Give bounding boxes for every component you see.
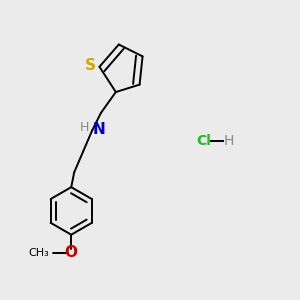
Text: Cl: Cl: [196, 134, 211, 148]
Text: O: O: [65, 245, 78, 260]
Text: H: H: [224, 134, 234, 148]
Text: N: N: [93, 122, 106, 137]
Text: H: H: [80, 121, 89, 134]
Text: CH₃: CH₃: [28, 248, 49, 257]
Text: S: S: [85, 58, 96, 73]
